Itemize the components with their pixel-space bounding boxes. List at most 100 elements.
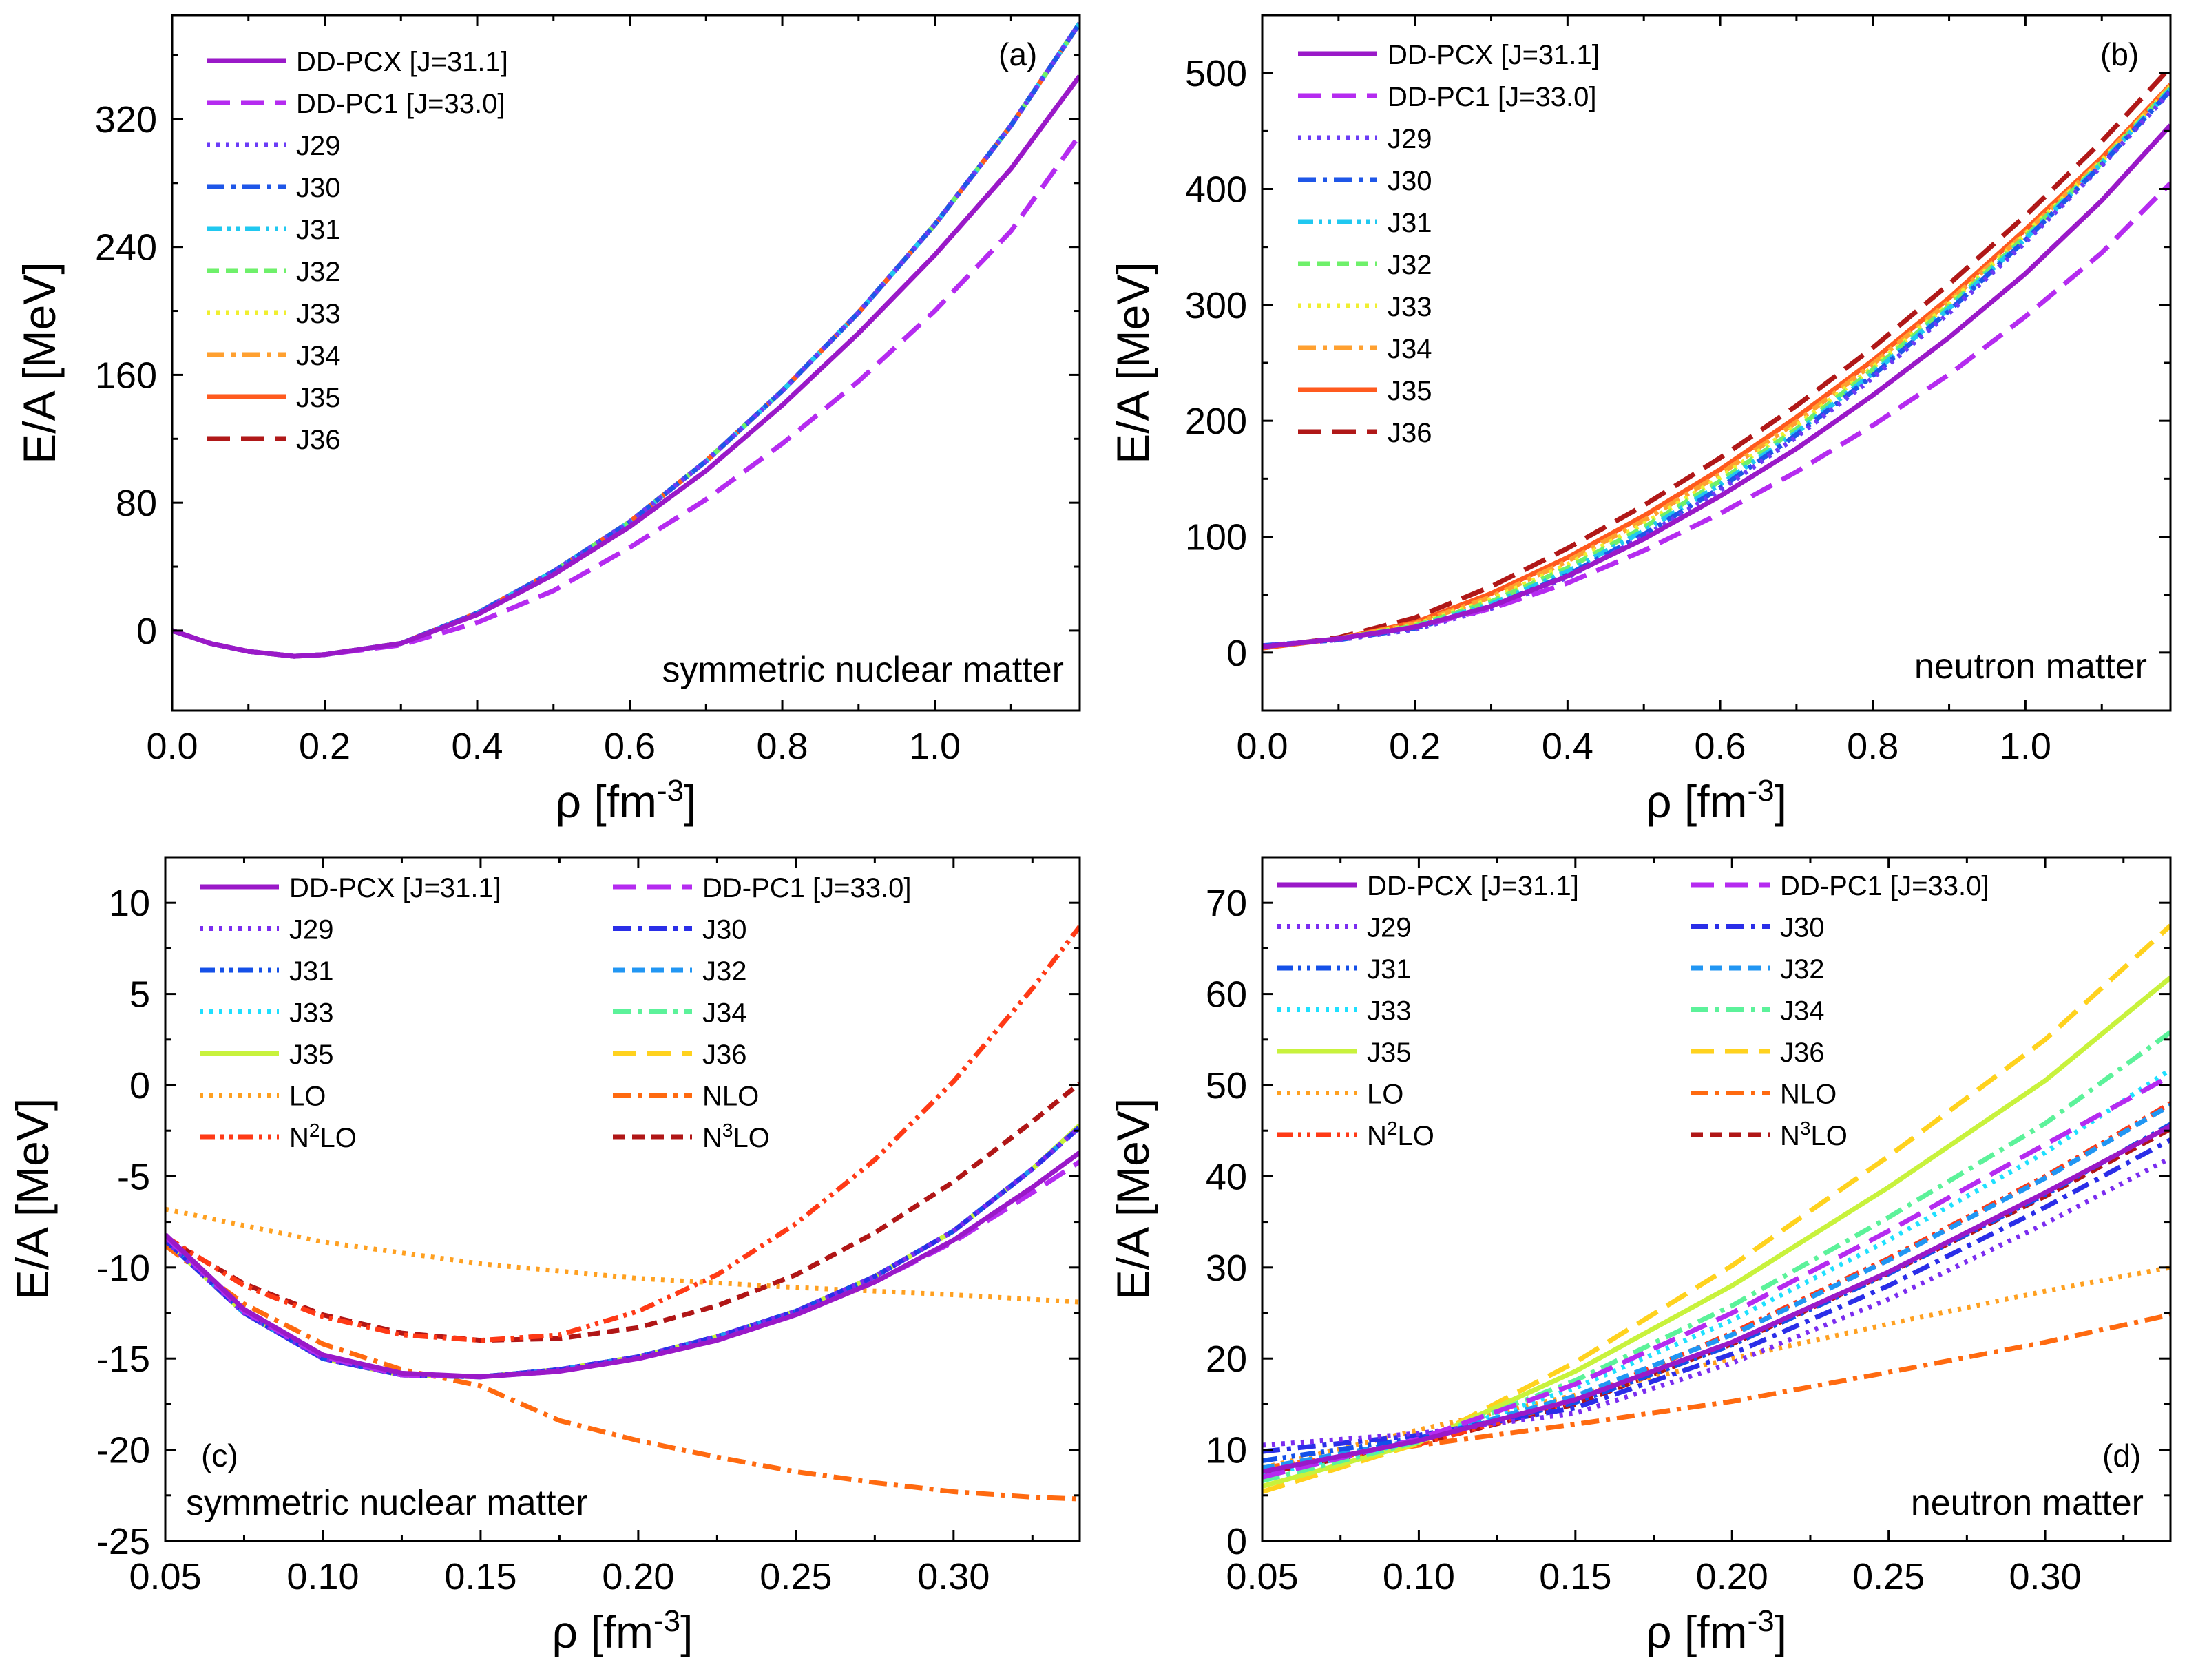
legend-label: J35 <box>1367 1038 1412 1068</box>
y-tick-label: 60 <box>1206 974 1247 1016</box>
y-tick-label: -20 <box>96 1430 150 1471</box>
legend-label: J29 <box>296 131 341 161</box>
legend-label: J30 <box>1780 913 1825 943</box>
legend-label: J29 <box>1388 124 1432 154</box>
y-tick-label: 200 <box>1185 401 1247 442</box>
legend-label: DD-PC1 [J=33.0] <box>296 89 505 119</box>
x-tick-label: 0.4 <box>451 726 503 767</box>
x-axis-label: ρ [fm-3] <box>1646 1604 1787 1658</box>
legend-label: J32 <box>296 257 341 287</box>
y-tick-label: -10 <box>96 1248 150 1289</box>
series-line-j36 <box>1262 65 2170 651</box>
legend-label: J33 <box>289 998 334 1029</box>
series-line-j30 <box>172 21 1080 659</box>
legend-label: J35 <box>1388 376 1432 406</box>
legend-label: J35 <box>296 383 341 413</box>
legend-label: J34 <box>1388 334 1432 364</box>
legend-label: N2LO <box>289 1120 357 1154</box>
legend-label: J34 <box>702 998 747 1029</box>
x-tick-label: 0.6 <box>1695 726 1746 767</box>
series-line-nlo <box>1262 1312 2170 1471</box>
series-line-j29 <box>1262 1155 2170 1448</box>
y-axis-label: E/A [MeV] <box>1107 1098 1158 1300</box>
x-tick-label: 0.0 <box>1236 726 1288 767</box>
legend: DD-PCX [J=31.1] DD-PC1 [J=33.0] J29 J30 J31 J… <box>200 873 911 1153</box>
legend-label: J32 <box>1388 250 1432 280</box>
y-axis-label: E/A [MeV] <box>1107 262 1158 463</box>
series-line-j32 <box>1262 86 2170 649</box>
y-tick-label: 0 <box>129 1065 150 1106</box>
series-line-lo <box>1262 1265 2170 1471</box>
series-line-j31 <box>1262 87 2170 649</box>
panel-label: (d) <box>2102 1438 2141 1473</box>
x-tick-label: 1.0 <box>2000 726 2051 767</box>
x-axis-label: ρ [fm-3] <box>1646 774 1787 828</box>
y-tick-label: 5 <box>129 974 150 1016</box>
legend-label: J36 <box>702 1040 747 1070</box>
series-line-j31 <box>165 1125 1080 1380</box>
series-group <box>1262 923 2170 1494</box>
x-tick-label: 0.25 <box>760 1556 832 1597</box>
y-tick-label: 100 <box>1185 517 1247 558</box>
y-tick-label: 10 <box>109 883 150 924</box>
series-line-dd-pcx-j-31-1- <box>172 74 1080 659</box>
panel-label: (c) <box>201 1438 238 1473</box>
x-tick-label: 0.8 <box>757 726 808 767</box>
series-line-j36 <box>165 1123 1080 1380</box>
series-line-j34 <box>165 1125 1080 1380</box>
series-line-lo <box>165 1206 1080 1305</box>
legend-label: J32 <box>702 956 747 987</box>
series-line-j32 <box>165 1125 1080 1380</box>
x-tick-label: 0.30 <box>2009 1556 2082 1597</box>
legend-label: J32 <box>1780 954 1825 985</box>
x-tick-label: 0.15 <box>444 1556 516 1597</box>
y-tick-label: 0 <box>1226 633 1247 674</box>
panel-title: neutron matter <box>1911 1483 2144 1523</box>
x-axis-label: ρ [fm-3] <box>555 774 696 828</box>
series-line-nlo <box>165 1243 1080 1502</box>
legend-label: J31 <box>289 956 334 987</box>
series-line-dd-pcx-j-31-1- <box>1262 123 2170 649</box>
legend-label: J36 <box>1388 418 1432 448</box>
x-tick-label: 0.6 <box>604 726 656 767</box>
legend-label: J29 <box>1367 913 1412 943</box>
x-tick-label: 0.20 <box>602 1556 674 1597</box>
legend-label: N3LO <box>1780 1117 1848 1152</box>
x-tick-label: 0.10 <box>1383 1556 1455 1597</box>
plot-frame <box>164 856 1081 1542</box>
x-tick-label: 0.20 <box>1696 1556 1768 1597</box>
series-line-j33 <box>1262 1067 2170 1478</box>
y-tick-label: -15 <box>96 1338 150 1380</box>
legend: DD-PCX [J=31.1] DD-PC1 [J=33.0] J29 J30 J31 J… <box>207 47 508 455</box>
series-line-dd-pc1-j-33-0- <box>1262 1073 2170 1480</box>
x-tick-label: 0.05 <box>129 1556 201 1597</box>
panel-title: symmetric nuclear matter <box>662 650 1064 690</box>
x-tick-label: 0.25 <box>1852 1556 1925 1597</box>
panel-c: 0.05 0.10 0.15 0.20 0.25 0.30 -25 -20 -15 -10 -5 0 5… <box>7 856 1081 1657</box>
legend-label: DD-PC1 [J=33.0] <box>702 873 911 903</box>
y-tick-label: 20 <box>1206 1338 1247 1380</box>
y-axis-label: E/A [MeV] <box>7 1098 58 1300</box>
y-tick-label: 240 <box>95 227 157 269</box>
y-tick-label: 50 <box>1206 1065 1247 1106</box>
x-tick-label: 0.0 <box>146 726 198 767</box>
legend-label: J29 <box>289 915 334 945</box>
y-tick-label: 0 <box>136 611 157 652</box>
y-axis-label: E/A [MeV] <box>14 262 65 463</box>
panel-b: 0.0 0.2 0.4 0.6 0.8 1.0 0 100 200 300 400 500 ρ [fm-… <box>1107 14 2172 828</box>
x-tick-label: 0.15 <box>1539 1556 1611 1597</box>
series-line-j32 <box>1262 1103 2170 1471</box>
y-tick-label: 10 <box>1206 1430 1247 1471</box>
series-line-j30 <box>165 1125 1080 1380</box>
legend: DD-PCX [J=31.1] DD-PC1 [J=33.0] J29 J30 J31 J… <box>1298 40 1600 448</box>
legend-label: J31 <box>1367 954 1412 985</box>
legend-label: J36 <box>1780 1038 1825 1068</box>
legend-label: N2LO <box>1367 1117 1434 1152</box>
series-line-j34 <box>1262 1030 2170 1483</box>
legend-label: N3LO <box>702 1120 770 1154</box>
y-tick-label: 30 <box>1206 1248 1247 1289</box>
series-line-dd-pcx-j-31-1- <box>1262 1124 2170 1474</box>
y-tick-label: 40 <box>1206 1156 1247 1197</box>
legend-label: J33 <box>296 299 341 329</box>
